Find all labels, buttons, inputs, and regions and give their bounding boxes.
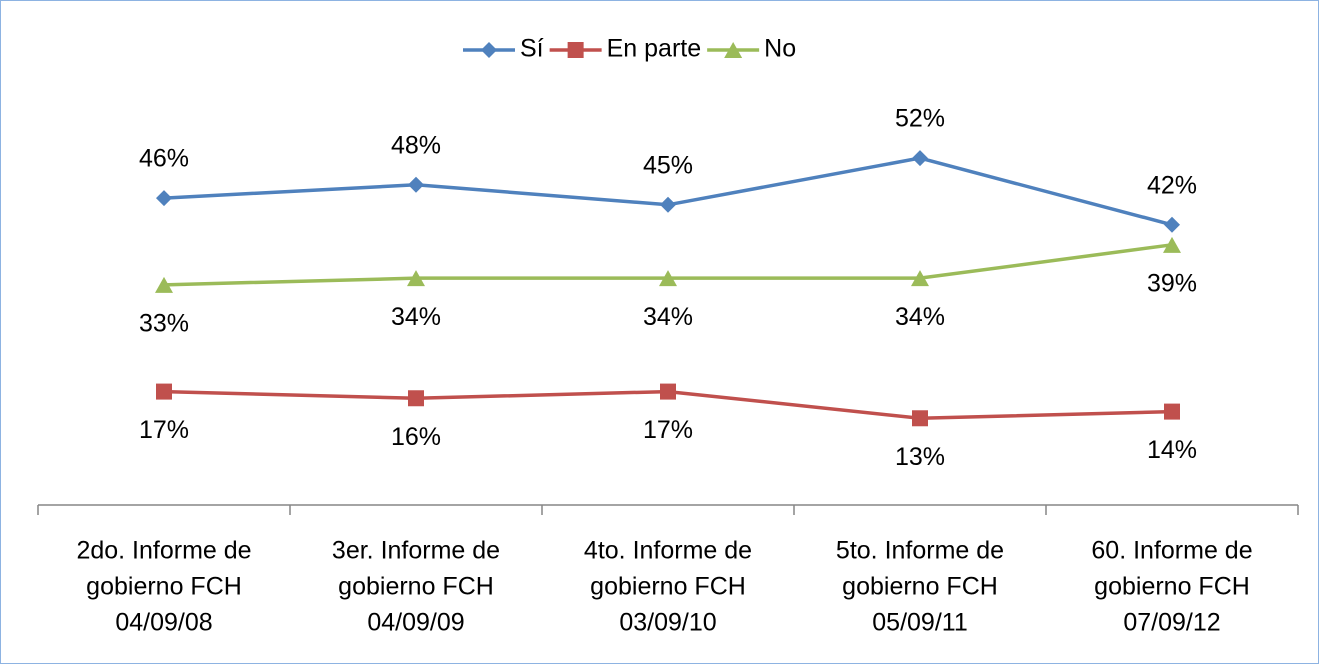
marker — [156, 383, 172, 400]
x-tick-label: 07/09/12 — [1123, 609, 1220, 637]
x-tick-label: gobierno FCH — [86, 573, 242, 601]
marker — [912, 410, 928, 427]
data-label: 16% — [391, 423, 441, 451]
data-label: 39% — [1147, 269, 1197, 297]
x-tick-label: gobierno FCH — [842, 573, 998, 601]
x-tick-label: 04/09/09 — [367, 609, 464, 637]
marker — [408, 390, 424, 407]
marker — [1163, 236, 1181, 253]
x-tick-label: 60. Informe de — [1091, 537, 1252, 565]
marker — [481, 42, 497, 58]
data-label: 34% — [643, 303, 693, 331]
marker — [660, 383, 676, 400]
marker — [659, 270, 677, 287]
marker — [155, 276, 173, 293]
data-label: 13% — [895, 443, 945, 471]
x-tick-label: 05/09/11 — [872, 609, 967, 637]
x-tick-label: gobierno FCH — [338, 573, 494, 601]
data-label: 48% — [391, 131, 441, 159]
data-label: 45% — [643, 151, 693, 179]
legend-label: No — [764, 35, 796, 63]
marker — [1164, 216, 1180, 233]
marker — [660, 196, 676, 213]
data-label: 46% — [139, 145, 189, 173]
data-label: 42% — [1147, 171, 1197, 199]
marker — [408, 176, 424, 193]
legend-label: Sí — [520, 35, 544, 63]
marker — [911, 270, 929, 287]
x-tick-label: 04/09/08 — [115, 609, 212, 637]
data-label: 17% — [139, 416, 189, 444]
data-label: 14% — [1147, 436, 1197, 464]
data-label: 34% — [391, 303, 441, 331]
marker — [1164, 403, 1180, 420]
x-tick-label: 3er. Informe de — [332, 537, 500, 565]
data-label: 17% — [643, 416, 693, 444]
x-tick-label: 03/09/10 — [619, 609, 716, 637]
marker — [567, 42, 584, 58]
data-label: 33% — [139, 309, 189, 337]
x-tick-label: gobierno FCH — [1094, 573, 1250, 601]
marker — [407, 270, 425, 287]
legend-label: En parte — [607, 35, 702, 63]
marker — [724, 42, 743, 58]
x-tick-label: 5to. Informe de — [836, 537, 1004, 565]
x-tick-label: 4to. Informe de — [584, 537, 752, 565]
marker — [912, 150, 928, 167]
data-label: 52% — [895, 105, 945, 133]
data-label: 34% — [895, 303, 945, 331]
x-tick-label: 2do. Informe de — [76, 537, 251, 565]
marker — [156, 190, 172, 207]
x-tick-label: gobierno FCH — [590, 573, 746, 601]
